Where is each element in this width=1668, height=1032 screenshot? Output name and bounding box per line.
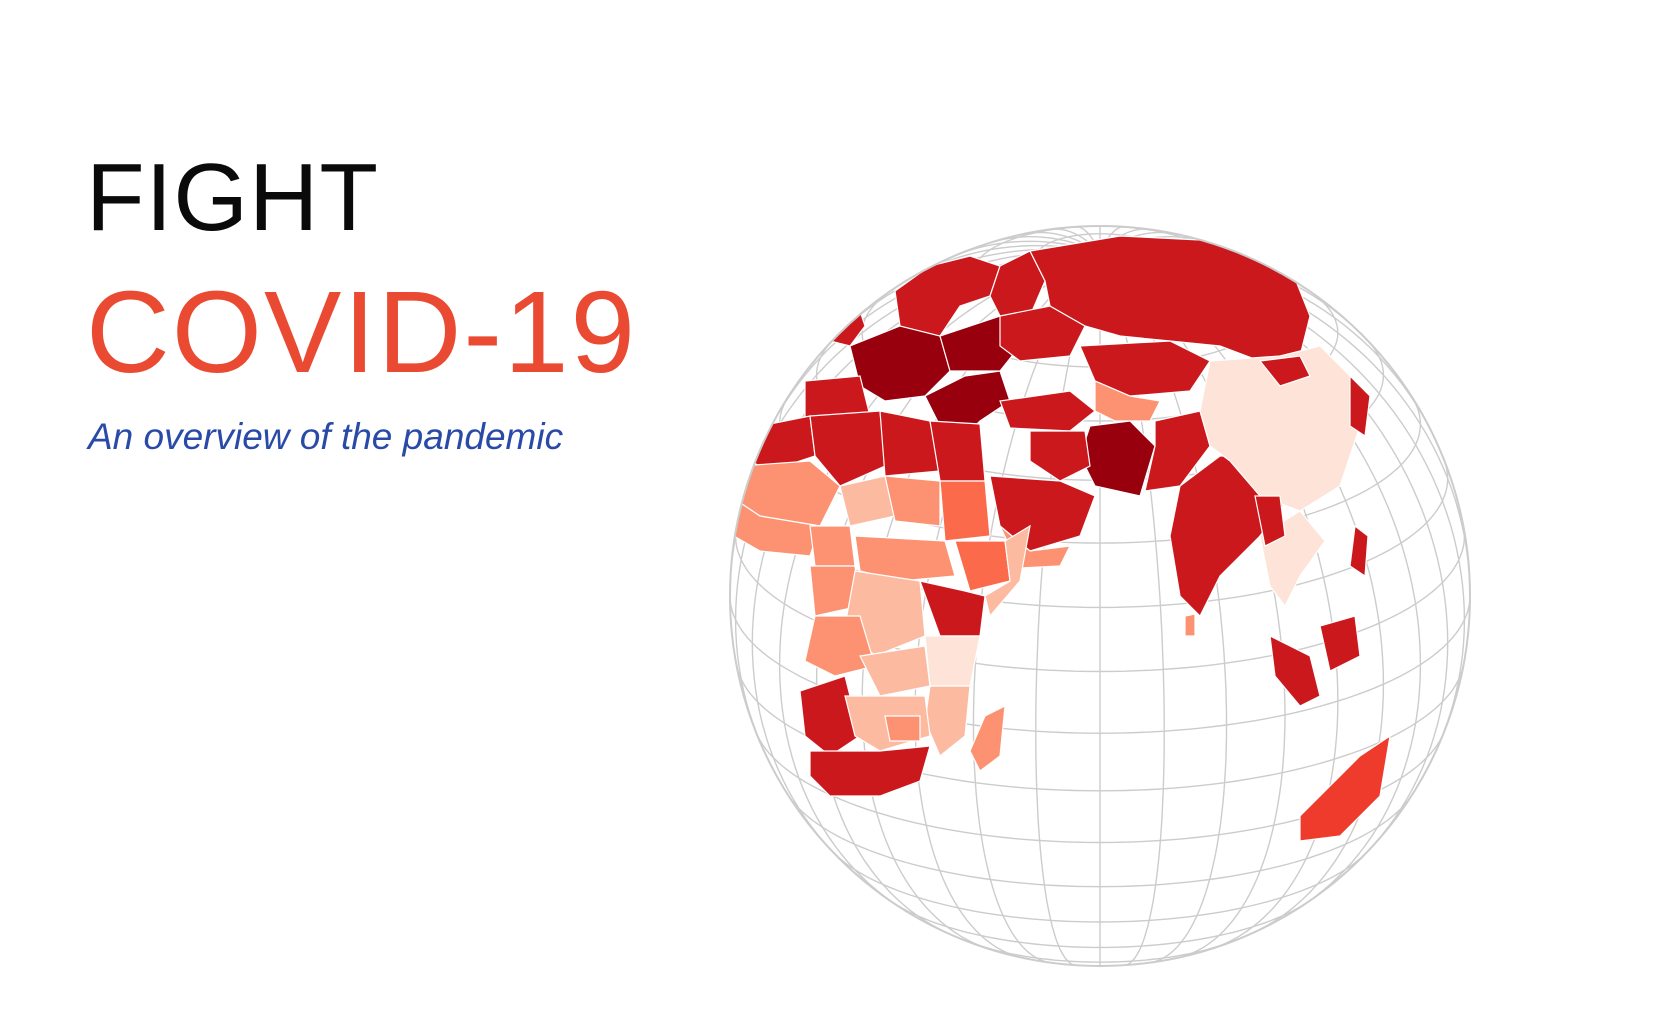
country-egypt [929,420,986,482]
country-china [1199,345,1361,512]
graticule-line [755,731,1445,844]
hero-text-block: FIGHT COVID-19 An overview of the pandem… [86,144,706,457]
country-chad [884,475,941,527]
country-nigeria [809,525,856,567]
country-central-asia [1094,380,1161,422]
country-myanmar [1254,495,1286,547]
country-japan-korea [1349,374,1371,438]
country-sudan [939,480,991,542]
country-south-africa [809,745,931,797]
country-zimbabwe [884,715,921,742]
country-kenya-uganda [919,580,986,637]
title-fight: FIGHT [86,144,379,251]
country-philippines [1349,524,1369,578]
country-algeria [809,410,886,487]
graticule-line [735,664,1465,792]
country-borneo [1319,615,1361,672]
globe-outline [729,225,1471,967]
globe-map [700,196,1500,996]
country-angola [804,615,876,677]
subtitle: An overview of the pandemic [88,416,564,457]
country-west-africa [730,494,821,557]
country-western-europe [849,325,951,402]
graticule-line [734,526,1466,673]
country-malaysia-indonesia [1269,634,1321,707]
country-somalia [984,524,1031,618]
country-tanzania [924,635,981,687]
title-covid: COVID-19 [86,267,638,397]
graticule-line [786,792,1414,888]
country-central-africa [854,535,956,582]
country-sri-lanka [1184,613,1196,637]
country-greenland [940,200,1060,220]
country-mongolia [1258,355,1311,387]
country-australia [1299,734,1391,842]
graticule-line [730,595,1470,734]
globe-icon [729,200,1471,967]
graticule-line [889,900,1311,949]
country-madagascar [969,704,1006,772]
country-turkey [999,390,1096,432]
graticule-line [829,848,1371,923]
country-iraq-syria [1029,430,1091,482]
